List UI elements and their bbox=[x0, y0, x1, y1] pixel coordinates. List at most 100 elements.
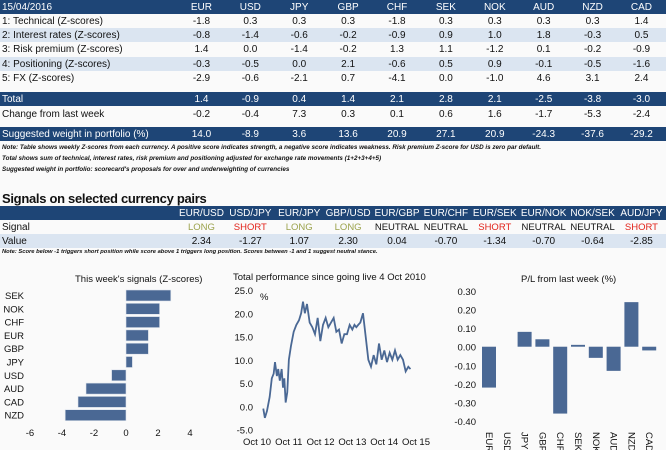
change-row: Change from last week -0.2 -0.4 7.3 0.3 0.1 0.… bbox=[0, 107, 666, 121]
cell: -0.2 bbox=[339, 43, 357, 55]
category-label: JPY bbox=[519, 432, 530, 450]
category-label: EUR bbox=[483, 432, 494, 450]
category-label: USD bbox=[4, 371, 24, 382]
y-tick-label: 5.0 bbox=[240, 379, 253, 390]
cell: -0.3 bbox=[192, 58, 211, 70]
y-tick-label: -0.20 bbox=[454, 380, 476, 391]
cell: -0.6 bbox=[241, 72, 259, 84]
cell: 0.3 bbox=[438, 15, 453, 27]
cell: SHORT bbox=[624, 221, 658, 233]
cell: -1.7 bbox=[535, 108, 553, 120]
x-tick-label: -6 bbox=[26, 428, 34, 439]
x-tick-label: Oct 10 bbox=[243, 437, 271, 448]
cell: -0.2 bbox=[192, 108, 211, 120]
cell: 0.7 bbox=[341, 72, 356, 84]
signals-signal-row: Signal LONG SHORT LONG LONG NEUTRAL NEUTRAL SHO… bbox=[0, 220, 666, 234]
cell: 0.5 bbox=[438, 58, 453, 70]
x-tick-label: 2 bbox=[155, 428, 160, 439]
cell: 0.0 bbox=[292, 58, 307, 70]
y-tick-label: 25.0 bbox=[235, 286, 254, 297]
cell: -1.34 bbox=[483, 235, 507, 247]
cell: -2.5 bbox=[535, 93, 553, 105]
cell: EUR bbox=[190, 1, 212, 13]
x-tick-label: Oct 14 bbox=[370, 437, 398, 448]
cell: 3.1 bbox=[585, 72, 600, 84]
row-label: 1: Technical (Z-scores) bbox=[2, 15, 103, 27]
row-label: Suggested weight in portfolio (%) bbox=[2, 128, 149, 140]
cell: -0.2 bbox=[339, 29, 357, 41]
bar-GBP bbox=[125, 342, 149, 355]
cell: 2.1 bbox=[341, 58, 356, 70]
y-axis-unit: % bbox=[260, 292, 269, 303]
y-tick-label: 0.20 bbox=[458, 306, 477, 317]
cell: -37.6 bbox=[581, 128, 604, 140]
cell: -0.64 bbox=[581, 235, 604, 247]
cell: -0.2 bbox=[583, 43, 602, 55]
cell: -0.4 bbox=[241, 108, 259, 120]
cell: GBP bbox=[337, 1, 359, 13]
cell: -2.4 bbox=[632, 108, 651, 120]
cell: GBP/USD bbox=[325, 207, 371, 219]
cell: -0.70 bbox=[532, 235, 556, 247]
cell: SEK bbox=[435, 1, 456, 13]
signals-header-row: EUR/USD USD/JPY EUR/JPY GBP/USD EUR/GBP EUR/C… bbox=[0, 206, 666, 220]
bar-JPY bbox=[125, 356, 133, 368]
category-label: CHF bbox=[554, 432, 565, 450]
cell: -8.9 bbox=[241, 128, 259, 140]
cell: -0.9 bbox=[388, 29, 406, 41]
cell: 1.4 bbox=[194, 93, 209, 105]
cell: 2.4 bbox=[634, 72, 649, 84]
cell: -1.4 bbox=[290, 43, 308, 55]
category-label: CAD bbox=[4, 397, 24, 408]
table-row: 3: Risk premium (Z-scores) 1.4 0.0 -1.4 -0.2… bbox=[0, 42, 666, 56]
x-tick-label: -4 bbox=[58, 428, 66, 439]
cell: SHORT bbox=[478, 221, 512, 233]
row-label: 4: Positioning (Z-scores) bbox=[2, 58, 111, 70]
cell: SHORT bbox=[233, 221, 267, 233]
cell: 2.1 bbox=[487, 93, 502, 105]
x-tick-label: Oct 15 bbox=[402, 437, 430, 448]
cell: 1.6 bbox=[487, 108, 502, 120]
category-label: NZD bbox=[4, 411, 24, 422]
cell: 0.9 bbox=[438, 29, 453, 41]
cell: NEUTRAL bbox=[521, 221, 566, 233]
cell: 27.1 bbox=[436, 128, 456, 140]
cell: -0.1 bbox=[535, 58, 553, 70]
y-tick-label: -5.0 bbox=[237, 426, 253, 437]
cell: 0.1 bbox=[536, 43, 551, 55]
cell: 0.04 bbox=[387, 235, 407, 247]
chart1-title: This week's signals (Z-scores) bbox=[75, 274, 202, 285]
cell: 0.5 bbox=[634, 29, 649, 41]
cell: 0.3 bbox=[487, 15, 502, 27]
cell: 4.6 bbox=[536, 72, 551, 84]
cell: 0.3 bbox=[243, 15, 258, 27]
bar-AUD bbox=[85, 382, 127, 395]
cell: USD/JPY bbox=[229, 207, 272, 219]
row-label: 3: Risk premium (Z-scores) bbox=[2, 43, 123, 55]
cell: 1.0 bbox=[487, 29, 502, 41]
row-label: Total bbox=[2, 93, 24, 105]
cell: 20.9 bbox=[387, 128, 407, 140]
cell: -0.5 bbox=[583, 58, 602, 70]
table-note: Total shows sum of technical, interest r… bbox=[2, 155, 382, 162]
x-tick-label: 4 bbox=[187, 428, 192, 439]
cell: 2.34 bbox=[191, 235, 212, 247]
cell: 1.07 bbox=[289, 235, 309, 247]
cell: 0.9 bbox=[487, 58, 502, 70]
cell: EUR/USD bbox=[178, 207, 224, 219]
cell: -5.3 bbox=[583, 108, 602, 120]
category-label: NOK bbox=[3, 304, 24, 315]
cell: USD bbox=[239, 1, 261, 13]
cell: AUD bbox=[533, 1, 555, 13]
cell: -0.9 bbox=[632, 43, 651, 55]
bar-AUD bbox=[606, 346, 621, 371]
cell: AUD/JPY bbox=[620, 207, 663, 219]
cell: -0.6 bbox=[290, 29, 308, 41]
cell: LONG bbox=[187, 221, 215, 233]
category-label: GBP bbox=[536, 432, 547, 450]
cell: -1.27 bbox=[238, 235, 262, 247]
cell: -3.8 bbox=[583, 93, 602, 105]
category-label: CHF bbox=[4, 318, 24, 329]
cell: -0.3 bbox=[583, 29, 602, 41]
category-label: EUR bbox=[4, 331, 24, 342]
